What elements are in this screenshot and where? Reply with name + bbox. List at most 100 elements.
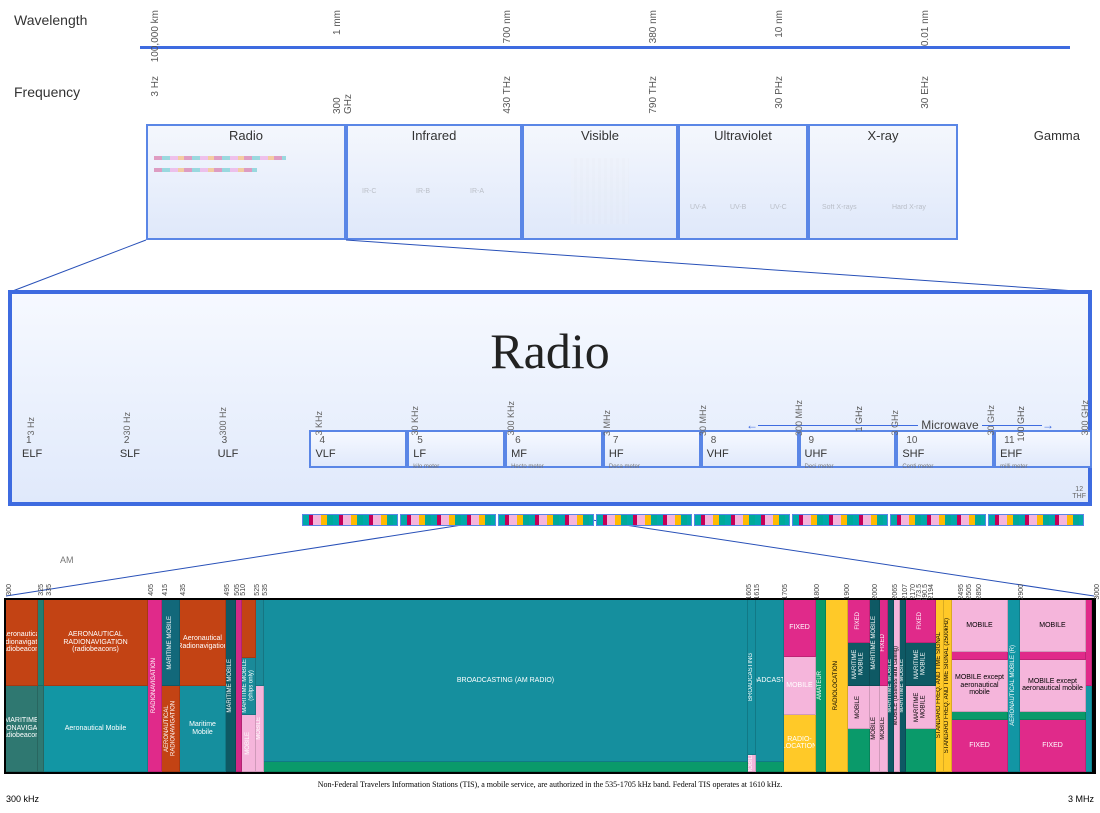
mini-strip: [988, 514, 1084, 526]
radio-tick: 3 Hz: [26, 417, 36, 436]
mini-strip: [302, 514, 398, 526]
overview-radio: Radio: [146, 124, 346, 240]
wavelength-tick: 1 mm: [332, 10, 343, 35]
alloc-tick: 335: [46, 584, 53, 596]
alloc-tick: 495: [224, 584, 231, 596]
alloc-block: MOBILE: [1020, 600, 1086, 652]
alloc-tick: 405: [148, 584, 155, 596]
alloc-block: MARITIME MOBILE (ships only): [242, 658, 256, 715]
alloc-block: [264, 762, 748, 772]
alloc-col: AERONAUTICAL RADIONAVIGATION (radiobeaco…: [44, 600, 148, 772]
alloc-tick: 535: [262, 584, 269, 596]
radio-scale: 1ELF2SLF3ULF4VLF5LFkilo meter6MFHecto me…: [16, 432, 1092, 460]
alloc-col: MARITIME MOBILE (ships only)MOBILE: [242, 600, 256, 772]
radio-tick: 300 Hz: [218, 407, 228, 436]
alloc-tick: 2900: [1018, 584, 1025, 600]
alloc-col: BROADCASTING: [756, 600, 784, 772]
frequency-tick: 30 PHz: [774, 76, 785, 109]
mini-strip: [400, 514, 496, 526]
radio-tick: 300 KHz: [506, 401, 516, 436]
alloc-block: MARITIME MOBILE: [848, 643, 870, 686]
wavelength-tick: 0.01 nm: [920, 10, 931, 46]
frequency-tick: 790 THz: [648, 76, 659, 114]
alloc-tick: 2107: [902, 584, 909, 600]
alloc-block: [1020, 712, 1086, 721]
radio-band-hf: 7HFDeca meter: [603, 432, 701, 460]
alloc-col: BROADCASTINGMOBILE: [748, 600, 756, 772]
alloc-block: Maritime Mobile: [180, 686, 226, 772]
alloc-col: MARITIME MOBILEAERONAUTICAL RADIONAVIGAT…: [162, 600, 180, 772]
radio-tick: 3 GHz: [890, 410, 900, 436]
alloc-tick: 525: [254, 584, 261, 596]
alloc-block: AERONAUTICAL MOBILE (R): [1008, 600, 1020, 772]
radio-tick: 300 GHz: [1080, 400, 1090, 436]
alloc-block: [1086, 600, 1092, 686]
frequency-tick: 430 THz: [502, 76, 513, 114]
frequency-tick: 300 GHz: [332, 76, 354, 114]
alloc-block: AMATEUR: [816, 600, 826, 772]
em-overview: RadioInfraredIR-CIR-BIR-AVisibleUltravio…: [146, 124, 1064, 240]
alloc-col: MOBILEMOBILE except aeronautical mobileF…: [952, 600, 1008, 772]
alloc-tick: 2850: [976, 584, 983, 600]
radio-band-slf: 2SLF: [114, 432, 212, 460]
alloc-block: MARITIME MOBILE: [906, 643, 936, 686]
overview-ultraviolet: UltravioletUV-AUV-BUV-C: [678, 124, 808, 240]
alloc-col: AMATEUR: [816, 600, 826, 772]
radio-tick: 30 Hz: [122, 412, 132, 436]
allocation-foot-left: 300 kHz: [6, 794, 39, 804]
radio-tick: 3 MHz: [602, 410, 612, 436]
alloc-tick: 1605: [746, 584, 753, 600]
alloc-block: FIXED: [1020, 720, 1086, 772]
radio-tick: 300 MHz: [794, 400, 804, 436]
radio-panel: Radio ← Microwave → 1ELF2SLF3ULF4VLF5LFk…: [8, 290, 1092, 506]
alloc-col: MARITIME MOBILE: [226, 600, 236, 772]
mf-allocation-chart: 3003253354054154354955055105255351605161…: [4, 598, 1096, 774]
alloc-block: FIXED: [906, 600, 936, 643]
alloc-block: STANDARD FREQ. AND TIME SIGNAL: [936, 600, 944, 772]
allocation-foot-right: 3 MHz: [1068, 794, 1094, 804]
alloc-block: RADIO-LOCATION: [784, 715, 816, 772]
alloc-block: Aeronautical Radionavigation (radiobeaco…: [6, 600, 38, 686]
alloc-block: MOBILE: [748, 755, 756, 772]
radio-band-lf: 5LFkilo meter: [407, 432, 505, 460]
alloc-block: MOBILE except aeronautical mobile: [1020, 660, 1086, 712]
alloc-block: MARITIME RADIONAVIGATION (radiobeacons): [6, 686, 38, 772]
radio-title: Radio: [12, 322, 1088, 380]
radio-tick: 30 MHz: [698, 405, 708, 436]
alloc-block: [906, 729, 936, 772]
alloc-col: AERONAUTICAL MOBILE (R): [1008, 600, 1020, 772]
alloc-block: AERONAUTICAL RADIONAVIGATION: [162, 686, 180, 772]
alloc-block: [256, 600, 264, 686]
alloc-tick: 325: [38, 584, 45, 596]
alloc-col: [1086, 600, 1092, 772]
wavelength-tick: 700 nm: [502, 10, 513, 43]
alloc-block: BROADCASTING: [756, 600, 784, 762]
mini-strip: [596, 514, 692, 526]
overview-visible: Visible: [522, 124, 678, 240]
overview-x-ray: X-raySoft X-raysHard X-ray: [808, 124, 958, 240]
alloc-block: AERONAUTICAL RADIONAVIGATION (radiobeaco…: [44, 600, 148, 686]
alloc-block: RADIOLOCATION: [826, 600, 848, 772]
radio-band-mf: 6MFHecto meter: [505, 432, 603, 460]
wavelength-label: Wavelength: [14, 12, 87, 28]
alloc-block: FIXED: [848, 600, 870, 643]
alloc-block: STANDARD FREQ. AND TIME SIGNAL (2500kHz): [944, 600, 952, 772]
alloc-col: FIXEDMOBILE: [880, 600, 888, 772]
alloc-tick: 2000: [872, 584, 879, 600]
alloc-block: [952, 652, 1008, 661]
frequency-tick: 30 EHz: [920, 76, 931, 109]
alloc-tick: 2065: [892, 584, 899, 600]
alloc-block: [756, 762, 784, 772]
microwave-mark: 1 GHz: [854, 406, 864, 432]
alloc-block: Aeronautical Radionavigation: [180, 600, 226, 686]
thf-label: 12 THF: [1072, 486, 1086, 500]
alloc-col: MARITIME MOBILEMOBILE: [870, 600, 880, 772]
alloc-tick: 1705: [782, 584, 789, 600]
alloc-block: MOBILE: [870, 686, 880, 772]
alloc-block: MARITIME MOBILE: [906, 686, 936, 729]
mini-strip: [792, 514, 888, 526]
radio-band-elf: 1ELF: [16, 432, 114, 460]
alloc-tick: 1615: [754, 584, 761, 600]
alloc-tick: 435: [180, 584, 187, 596]
frequency-row: Frequency: [0, 78, 1100, 108]
